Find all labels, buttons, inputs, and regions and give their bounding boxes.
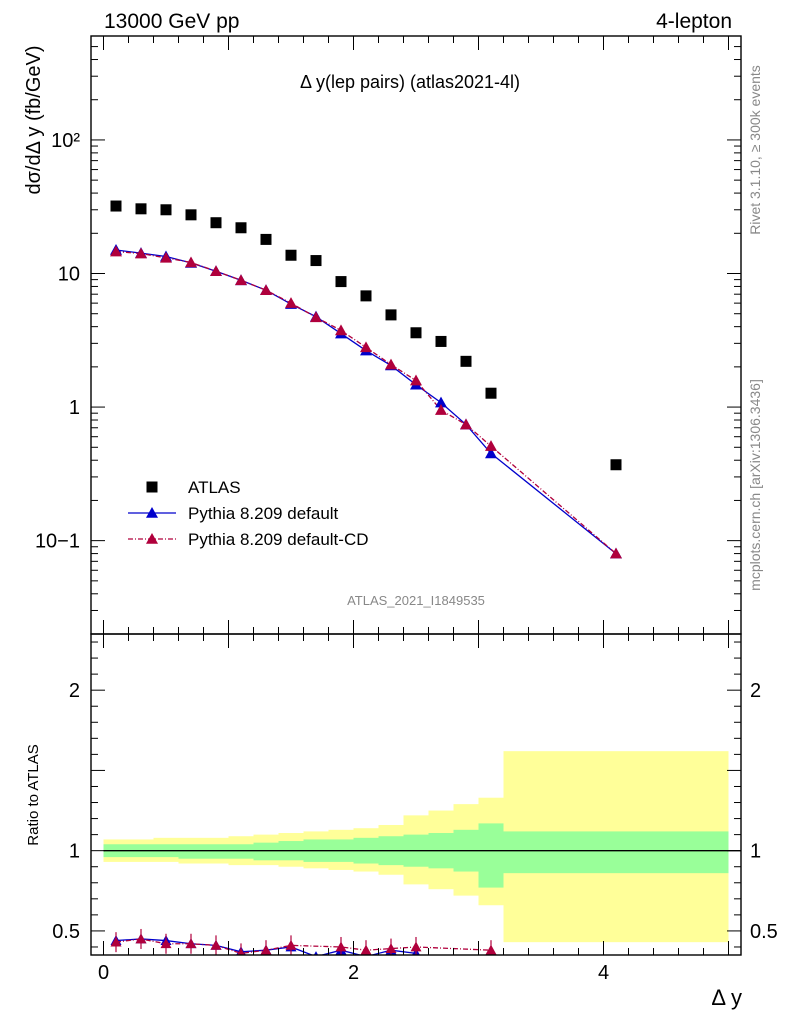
main-point-pythia-cd [260,284,272,295]
ratio-y-tick-label-left: 1 [69,841,80,863]
main-point-atlas [460,355,472,367]
ratio-point-pythia-cd [160,938,172,949]
ratio-y-tick-label-right: 2 [750,680,761,702]
main-point-atlas [160,204,172,216]
main-point-pythia-cd [135,247,147,259]
ratio-point-pythia-cd [210,939,222,950]
ratio-ylabel: Ratio to ATLAS [25,744,42,845]
legend-marker-pythia-cd [146,533,158,544]
main-point-atlas [110,200,122,212]
x-axis-label: Δ y [711,985,742,1010]
main-point-pythia-cd [385,358,397,370]
ratio-point-pythia-cd [285,939,297,950]
ratio-series-group [110,928,497,955]
main-point-atlas [435,335,447,347]
main-point-pythia-cd [360,341,372,353]
main-point-atlas [285,249,297,261]
legend-label: Pythia 8.209 default-CD [188,530,369,549]
main-point-pythia-cd [435,404,447,415]
ratio-band-inner [203,844,229,859]
ratio-x-tick-label: 4 [598,962,609,984]
main-point-pythia-cd [460,418,472,430]
main-point-atlas [235,222,247,234]
ratio-point-pythia-cd [185,938,197,949]
main-point-pythia-default [485,447,497,459]
main-point-atlas [185,209,197,221]
main-point-atlas [260,233,272,245]
mcplots-label: mcplots.cern.ch [arXiv:1306.3436] [747,379,763,591]
ratio-band-inner [478,823,504,888]
ratio-y-tick-label-left: 0.5 [52,921,80,943]
main-point-atlas [485,387,497,399]
ratio-point-pythia-cd [385,943,397,953]
ratio-point-pythia-cd [410,941,422,952]
main-panel: 10−1 1 10 10² [35,35,742,635]
main-point-pythia-cd [110,245,122,257]
ratio-point-pythia-cd [485,944,497,955]
ratio-y-tick-label-right: 1 [750,841,761,863]
main-point-pythia-cd [185,256,197,268]
main-point-atlas [335,276,347,288]
ratio-band-inner [503,831,729,874]
main-point-pythia-cd [485,440,497,451]
legend-marker-pythia-default [146,507,158,518]
analysis-watermark: ATLAS_2021_I1849535 [347,593,485,608]
main-point-atlas [385,309,397,321]
ratio-point-pythia-cd [110,936,122,947]
main-y-tick-label: 10−1 [35,531,80,553]
ratio-band-inner [253,842,279,861]
main-point-atlas [135,203,147,215]
ratio-x-tick-label: 2 [348,962,359,984]
ratio-point-pythia-cd [237,947,245,955]
main-point-atlas [210,217,222,229]
main-point-pythia-cd [335,324,347,336]
main-y-tick-label: 10 [58,264,80,286]
rivet-label: Rivet 3.1.10, ≥ 300k events [747,65,763,235]
plot-title: Δ y(lep pairs) (atlas2021-4l) [300,72,520,92]
ratio-point-pythia-default [313,951,319,955]
main-point-atlas [410,327,422,339]
ratio-y-tick-label-right: 0.5 [750,921,778,943]
ratio-point-pythia-cd [260,944,272,955]
ratio-point-pythia-cd [335,941,347,952]
main-point-atlas [610,459,622,471]
main-point-pythia-cd [235,274,247,286]
legend-label: ATLAS [188,478,241,497]
final-state-label: 4-lepton [656,10,732,33]
ratio-panel: 0 2 4 0.5 0.5 1 1 2 2 [52,633,778,984]
main-point-pythia-cd [310,311,322,323]
ratio-x-tick-label: 0 [98,962,109,984]
ratio-point-pythia-cd [360,944,372,955]
legend: ATLAS Pythia 8.209 default Pythia 8.209 de… [128,478,369,549]
main-point-atlas [360,290,372,302]
main-point-pythia-cd [285,297,297,308]
energy-label: 13000 GeV pp [104,10,239,33]
ratio-band-inner [228,844,254,859]
ratio-y-tick-label-left: 2 [69,680,80,702]
legend-marker-atlas [146,481,158,493]
ratio-point-pythia-cd [135,933,147,944]
main-ylabel: dσ/dΔ y (fb/GeV) [23,45,45,194]
main-point-atlas [310,255,322,267]
ratio-band-inner [178,844,204,859]
main-point-pythia-cd [160,251,172,263]
main-point-pythia-cd [410,374,422,386]
main-y-tick-label: 10² [51,130,80,152]
legend-label: Pythia 8.209 default [188,504,339,523]
main-point-pythia-default [435,396,447,408]
main-point-pythia-cd [210,265,222,277]
main-y-tick-label: 1 [69,397,80,419]
main-point-pythia-cd [610,547,622,559]
ratio-frame [90,633,742,956]
